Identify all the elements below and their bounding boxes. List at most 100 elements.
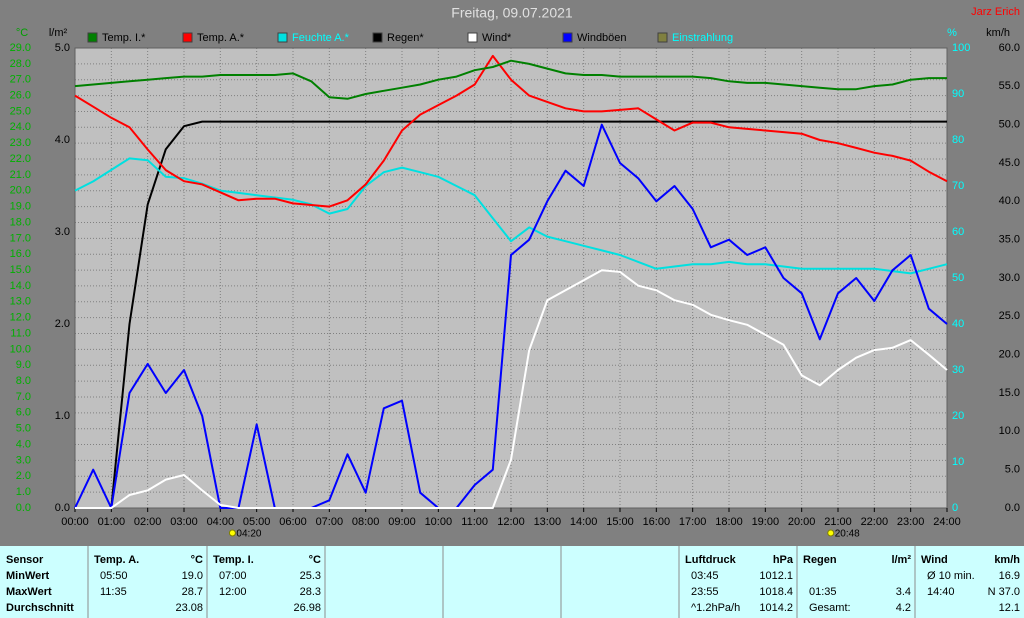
cell-value: 1014.2	[759, 602, 793, 614]
x-tick-label: 15:00	[606, 516, 634, 528]
cell-time: 23:55	[691, 586, 719, 598]
y3-tick-label: 70	[952, 180, 964, 192]
x-tick-label: 17:00	[679, 516, 707, 528]
y-tick-label: 13.0	[10, 296, 31, 308]
y-tick-label: 6.0	[16, 407, 31, 419]
x-tick-label: 21:00	[824, 516, 852, 528]
x-tick-label: 04:00	[207, 516, 235, 528]
series-line	[75, 269, 948, 509]
stats-table	[0, 546, 1024, 618]
y-axis-unit: °C	[16, 27, 28, 39]
series-line	[74, 123, 948, 509]
y-tick-label: 12.0	[10, 312, 31, 324]
column-unit: °C	[191, 554, 203, 566]
y-tick-label: 29.0	[10, 42, 31, 54]
x-tick-label: 05:00	[243, 516, 271, 528]
legend-swatch	[87, 32, 98, 43]
cell-value: 3.4	[896, 586, 911, 598]
legend-swatch	[562, 32, 573, 43]
y3-tick-label: 30	[952, 364, 964, 376]
series-line	[74, 59, 947, 100]
y4-tick-label: 55.0	[999, 80, 1020, 92]
cell-time: 01:35	[809, 586, 837, 598]
x-tick-label: 12:00	[497, 516, 525, 528]
column-unit: °C	[309, 554, 321, 566]
cell-value: 12.1	[999, 602, 1020, 614]
cell-value: 28.7	[182, 586, 203, 598]
legend-swatch	[657, 32, 668, 43]
y-tick-label: 27.0	[10, 74, 31, 86]
plot-area	[75, 48, 947, 508]
cell-time: 14:40	[927, 586, 955, 598]
y3-tick-label: 10	[952, 456, 964, 468]
y4-tick-label: 0.0	[1005, 502, 1020, 514]
y2-tick-label: 0.0	[55, 502, 70, 514]
x-tick-label: 09:00	[388, 516, 416, 528]
y-tick-label: 4.0	[16, 438, 31, 450]
y4-tick-label: 60.0	[999, 42, 1020, 54]
cell-value: 26.98	[293, 602, 321, 614]
y-tick-label: 17.0	[10, 232, 31, 244]
y3-tick-label: 40	[952, 318, 964, 330]
y4-tick-label: 30.0	[999, 272, 1020, 284]
y3-tick-label: 100	[952, 42, 970, 54]
legend-label: Windböen	[577, 32, 627, 44]
column-unit: km/h	[994, 554, 1020, 566]
legend-label: Temp. I.*	[102, 32, 146, 44]
row-label: MaxWert	[6, 586, 52, 598]
x-tick-label: 00:00	[61, 516, 89, 528]
row-label: Durchschnitt	[6, 602, 74, 614]
x-tick-label: 08:00	[352, 516, 380, 528]
cell-time: 07:00	[219, 570, 247, 582]
y-tick-label: 3.0	[16, 454, 31, 466]
column-header: Wind	[921, 554, 948, 566]
y-tick-label: 24.0	[10, 121, 31, 133]
y4-tick-label: 20.0	[999, 349, 1020, 361]
x-tick-label: 14:00	[570, 516, 598, 528]
x-tick-label: 24:00	[933, 516, 961, 528]
table-header: Sensor	[6, 554, 44, 566]
x-tick-label: 13:00	[534, 516, 562, 528]
cell-value: 1012.1	[759, 570, 793, 582]
x-tick-label: 23:00	[897, 516, 925, 528]
y-tick-label: 20.0	[10, 185, 31, 197]
sun-icon	[228, 529, 236, 537]
cell-value: N 37.0	[988, 586, 1020, 598]
y4-tick-label: 25.0	[999, 310, 1020, 322]
x-tick-label: 18:00	[715, 516, 743, 528]
y-tick-label: 11.0	[10, 327, 31, 339]
cell-time: Ø 10 min.	[927, 570, 975, 582]
x-tick-label: 07:00	[316, 516, 344, 528]
y-tick-label: 28.0	[10, 58, 31, 70]
y-tick-label: 1.0	[16, 486, 31, 498]
legend-label: Regen*	[387, 32, 424, 44]
y-tick-label: 21.0	[10, 169, 31, 181]
cell-time: 05:50	[100, 570, 128, 582]
series-line	[74, 157, 948, 275]
annotation: 20:48	[835, 529, 860, 540]
y4-tick-label: 40.0	[999, 195, 1020, 207]
cell-time: Gesamt:	[809, 602, 851, 614]
y-tick-label: 15.0	[10, 264, 31, 276]
sun-icon	[827, 529, 835, 537]
y4-tick-label: 10.0	[999, 425, 1020, 437]
legend-swatch	[467, 32, 478, 43]
x-tick-label: 01:00	[98, 516, 126, 528]
y-tick-label: 25.0	[10, 105, 31, 117]
y-tick-label: 22.0	[10, 153, 31, 165]
cell-time: 12:00	[219, 586, 247, 598]
y2-tick-label: 4.0	[55, 134, 70, 146]
legend-label: Feuchte A.*	[292, 32, 350, 44]
x-tick-label: 20:00	[788, 516, 816, 528]
y2-tick-label: 2.0	[55, 318, 70, 330]
y4-tick-label: 5.0	[1005, 464, 1020, 476]
x-tick-label: 06:00	[279, 516, 307, 528]
y2-tick-label: 3.0	[55, 226, 70, 238]
y-tick-label: 16.0	[10, 248, 31, 260]
y4-tick-label: 15.0	[999, 387, 1020, 399]
y-tick-label: 23.0	[10, 137, 31, 149]
y-tick-label: 19.0	[10, 201, 31, 213]
y3-tick-label: 60	[952, 226, 964, 238]
cell-value: 23.08	[175, 602, 203, 614]
